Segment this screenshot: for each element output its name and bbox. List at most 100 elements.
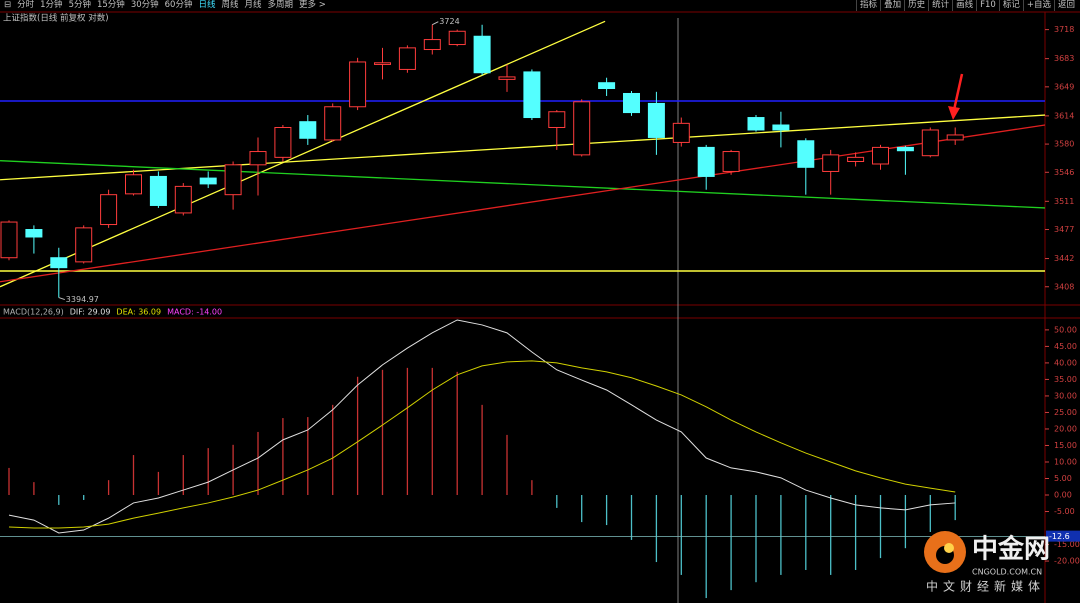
candle-body [75, 227, 93, 263]
y-tick-label: 0.00 [1054, 491, 1072, 500]
watermark-site: CNGOLD.COM.CN [972, 568, 1042, 577]
tool-button[interactable]: F10 [976, 0, 999, 11]
y-tick-label: 35.00 [1054, 375, 1077, 384]
candle-body [598, 82, 616, 90]
candle-body [548, 111, 566, 128]
annotation-arrow [948, 73, 964, 120]
candle-body [349, 61, 367, 108]
tool-button[interactable]: 统计 [928, 0, 952, 11]
logo-dot [944, 543, 954, 553]
period-tab[interactable]: 60分钟 [164, 0, 193, 10]
candle-body [847, 156, 865, 162]
y-tick-label: 3614 [1054, 111, 1074, 120]
period-tab[interactable]: 5分钟 [68, 0, 91, 10]
candle-body [697, 146, 715, 177]
period-tab[interactable]: 更多 > [299, 0, 326, 10]
y-tick-label: -20.00 [1054, 557, 1080, 566]
candle-body [946, 134, 964, 141]
y-tick-label: 10.00 [1054, 457, 1077, 466]
y-tick-label: 45.00 [1054, 342, 1077, 351]
tool-button[interactable]: 历史 [904, 0, 928, 11]
candle-body [299, 121, 317, 139]
watermark-brand: 中金网 [972, 534, 1050, 565]
y-tick-label: 50.00 [1054, 325, 1077, 334]
candle-body [274, 126, 292, 158]
candle-body [772, 124, 790, 131]
candle-body [149, 175, 167, 206]
y-tick-label: 3649 [1054, 82, 1074, 91]
trend-line [0, 124, 1045, 283]
candle-body [224, 164, 242, 196]
candle-body [249, 151, 267, 166]
leader [432, 21, 439, 26]
period-tabs: ⊟ 分时 1分钟 5分钟 15分钟 30分钟 60分钟 日线 周线 月线 多周期 更多 > [4, 0, 326, 11]
watermark: 中金网 CNGOLD.COM.CN 中文财经新媒体 [924, 531, 1050, 594]
period-tab[interactable]: 日线 [198, 0, 216, 10]
tool-button[interactable]: 返回 [1053, 0, 1078, 11]
legend-entry: MACD(12,26,9) [3, 308, 64, 317]
candle-body [324, 106, 342, 141]
period-tab[interactable]: 周线 [221, 0, 239, 10]
cursor-label: -12.6 [1049, 532, 1070, 541]
period-tab[interactable]: 多周期 [267, 0, 294, 10]
candle-body [374, 62, 391, 65]
candle-body [25, 229, 43, 238]
watermark-slogan: 中文财经新媒体 [926, 579, 1045, 594]
period-tab[interactable]: 1分钟 [40, 0, 63, 10]
chart-title: 上证指数(日线 前复权 对数) [3, 13, 109, 24]
macd-line [8, 319, 956, 534]
candle-body [125, 174, 142, 195]
toolbar: ⊟ 分时 1分钟 5分钟 15分钟 30分钟 60分钟 日线 周线 月线 多周期 更多 > 指标 叠加历… [0, 0, 1080, 11]
macd-line [8, 360, 956, 529]
tool-button[interactable]: 叠加 [880, 0, 904, 11]
candle-body [722, 151, 740, 172]
candle-body [423, 39, 441, 51]
y-tick-label: 3442 [1054, 254, 1074, 263]
y-tick-label: 3683 [1054, 54, 1074, 63]
trend-line [0, 160, 1045, 209]
plot-lines [0, 20, 1045, 288]
candle-body [747, 117, 765, 131]
legend-entry: DIF: 29.09 [70, 308, 111, 317]
period-tab[interactable]: 月线 [244, 0, 262, 10]
high-label: 3724 [439, 17, 459, 26]
y-tick-label: -5.00 [1054, 507, 1075, 516]
candle-body [623, 92, 640, 114]
y-tick-label: 3511 [1054, 197, 1074, 206]
candle-body [921, 129, 939, 157]
candle-body [797, 140, 815, 168]
candle-body [872, 146, 889, 165]
candle-body [174, 185, 192, 214]
candle-body [573, 101, 591, 156]
candle-body [896, 146, 914, 152]
tool-button[interactable]: +自选 [1022, 0, 1054, 11]
tool-button[interactable]: 指标 [856, 0, 880, 11]
y-tick-label: 3546 [1054, 168, 1074, 177]
tool-button[interactable]: 标记 [998, 0, 1023, 11]
period-tab[interactable]: 30分钟 [130, 0, 159, 10]
y-tick-label: 15.00 [1054, 441, 1077, 450]
tool-button[interactable]: 画线 [952, 0, 976, 11]
candle-body [100, 194, 118, 226]
period-tab[interactable]: 15分钟 [96, 0, 125, 10]
candle-body [498, 76, 516, 80]
trend-line [0, 20, 606, 288]
legend-entry: DEA: 36.09 [116, 308, 161, 317]
y-tick-label: 5.00 [1054, 474, 1072, 483]
y-tick-label: 20.00 [1054, 424, 1077, 433]
candle-body [523, 71, 541, 119]
menu-icon[interactable]: ⊟ [4, 0, 12, 10]
tool-buttons: 指标 叠加 历史 统计 画线 F10 标记 +自选 返回 [856, 0, 1078, 11]
low-label: 3394.97 [66, 295, 99, 304]
candle-body [398, 47, 416, 70]
leader [58, 297, 65, 301]
candle-body [50, 257, 68, 269]
y-tick-label: -15.00 [1054, 540, 1080, 549]
period-tab[interactable]: 分时 [17, 0, 35, 10]
candle-body [647, 102, 665, 138]
candle-body [448, 30, 466, 46]
cursor-label-bg [1046, 530, 1080, 542]
candle-body [0, 221, 18, 259]
